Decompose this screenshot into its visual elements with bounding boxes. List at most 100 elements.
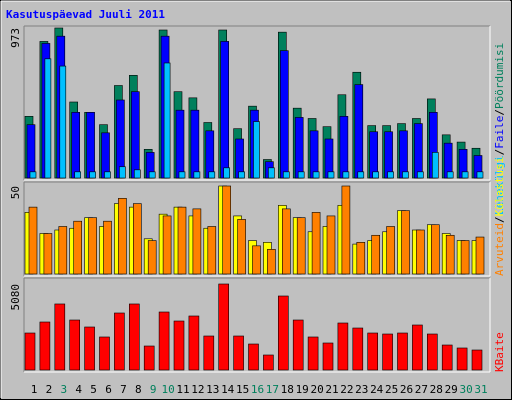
bar [387,171,394,179]
bar [475,236,485,275]
bar [416,229,425,275]
x-tick-label: 8 [135,383,142,396]
bar [178,171,186,179]
bar [163,62,171,179]
bar [311,212,321,275]
x-tick-label: 25 [385,383,398,396]
bar [322,342,334,371]
bar [223,167,230,179]
bar [44,58,52,179]
bar [356,242,366,275]
x-tick-label: 3 [60,383,67,396]
x-tick-label: 1 [31,383,38,396]
bar [412,324,423,371]
chart-title: Kasutuspäevad Juuli 2011 [6,8,165,21]
bar [29,171,37,179]
bar [367,332,379,371]
bar [208,171,216,179]
bar [339,116,349,179]
bar [203,335,215,371]
legend-entry: KBaite [493,332,506,372]
bar [461,171,469,179]
bar [158,311,170,371]
bar [384,131,393,179]
bar [54,303,66,371]
bar [190,109,200,179]
bar [71,112,80,179]
bar [441,344,453,371]
bar [431,152,439,179]
bar [162,215,172,275]
bar [307,336,319,371]
legend-entry: Faile [493,116,506,149]
x-tick-label: 7 [120,383,127,396]
x-tick-label: 10 [161,383,174,396]
bar [207,226,217,275]
y-tick-label: 5080 [9,284,22,311]
bar [297,171,305,179]
bar [177,206,187,275]
x-tick-label: 27 [415,383,428,396]
x-tick-label: 26 [400,383,413,396]
bar [88,217,97,275]
bar [371,234,381,275]
bar [445,234,455,275]
bar [43,233,53,275]
x-tick-label: 31 [474,383,487,396]
legend-separator: / [493,149,506,156]
bar [237,219,246,275]
bar [175,109,185,179]
bar [430,224,440,275]
bar [399,130,408,179]
x-tick-label: 4 [75,383,82,396]
y-tick-label: 50 [9,186,22,199]
x-tick-label: 24 [370,383,384,396]
bar [147,240,157,275]
bar [372,171,380,179]
bar [133,203,142,275]
bar [401,210,410,275]
bar [69,319,80,371]
bar [268,167,275,179]
x-tick-label: 12 [191,383,204,396]
legend-entry: Külastusi [493,157,506,217]
bar [86,112,95,179]
bar [28,206,38,275]
legend: KBaite [493,332,506,372]
bar [337,322,349,371]
bar [134,169,141,179]
bar [357,171,365,179]
bar [327,171,335,179]
bar [193,171,201,179]
bar [222,185,231,275]
bar [101,132,110,179]
bar [460,240,470,275]
bar [58,226,68,275]
x-tick-label: 21 [325,383,338,396]
y-tick-label: 973 [9,28,22,48]
x-tick-label: 16 [251,383,264,396]
x-tick-label: 11 [176,383,189,396]
x-tick-label: 2 [46,383,53,396]
legend-entry: Lehekülgi [493,155,506,215]
bar [281,208,291,275]
bar [292,319,304,371]
bar [282,171,290,179]
bar [248,343,259,371]
bar [402,171,409,179]
bar [267,249,276,275]
bar [253,121,260,179]
x-tick-label: 17 [266,383,279,396]
legend: Arvuteid/Külastusi [493,157,506,276]
bar [279,50,289,179]
bar [188,315,200,371]
bar [263,354,274,371]
bar [131,91,140,179]
bar [74,171,81,179]
x-tick-label: 29 [445,383,458,396]
bar [446,171,454,179]
bar [59,65,67,179]
bar [277,295,289,371]
bar [116,99,125,179]
